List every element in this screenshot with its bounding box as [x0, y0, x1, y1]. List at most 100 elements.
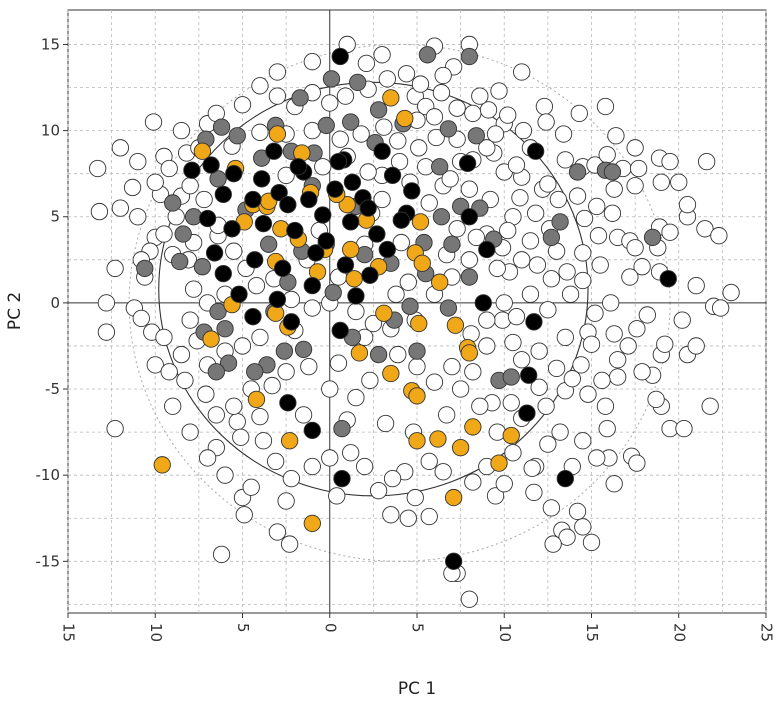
- data-point: [451, 380, 470, 398]
- data-point: [383, 469, 402, 488]
- data-point: [425, 108, 444, 126]
- data-point: [282, 313, 301, 331]
- data-point: [160, 159, 178, 178]
- data-point: [225, 165, 243, 183]
- data-point: [347, 302, 365, 321]
- data-point: [603, 204, 622, 222]
- data-point: [513, 351, 531, 369]
- x-axis-ticks: 15 10 5 0 5 10 15 20 25: [60, 613, 776, 642]
- data-point: [710, 227, 728, 245]
- data-point: [181, 311, 199, 329]
- data-point: [267, 452, 285, 471]
- data-point: [373, 142, 391, 160]
- data-point: [251, 407, 269, 426]
- data-point: [439, 120, 458, 138]
- data-point: [626, 139, 644, 157]
- data-point: [556, 469, 574, 488]
- data-point: [273, 259, 292, 278]
- data-point: [460, 251, 478, 269]
- data-point: [464, 363, 482, 381]
- data-point: [228, 127, 246, 145]
- data-point: [219, 354, 238, 372]
- data-point: [97, 294, 116, 312]
- data-point: [537, 113, 555, 131]
- data-point: [626, 239, 644, 257]
- data-point: [279, 394, 297, 412]
- data-point: [300, 357, 318, 376]
- data-point: [254, 214, 273, 233]
- data-point: [488, 259, 506, 278]
- data-point: [609, 351, 627, 369]
- data-points: [89, 35, 740, 608]
- data-point: [499, 221, 517, 240]
- data-point: [570, 104, 588, 123]
- data-point: [711, 299, 730, 317]
- data-point: [628, 320, 646, 338]
- data-point: [369, 482, 388, 500]
- x-tick-label: 5: [409, 623, 427, 633]
- y-tick-label: 5: [50, 208, 60, 226]
- data-point: [687, 337, 705, 355]
- data-point: [342, 240, 360, 259]
- data-point: [568, 187, 587, 205]
- data-point: [544, 535, 562, 553]
- data-point: [525, 483, 543, 502]
- data-point: [282, 469, 301, 488]
- data-point: [368, 225, 386, 243]
- x-tick-label: 15: [60, 623, 78, 642]
- data-point: [373, 46, 391, 64]
- data-point: [478, 311, 496, 329]
- data-point: [202, 156, 220, 174]
- data-point: [420, 507, 438, 526]
- data-point: [574, 432, 592, 450]
- data-point: [369, 101, 388, 119]
- data-point: [441, 170, 459, 188]
- data-point: [375, 304, 393, 322]
- data-point: [181, 423, 199, 441]
- data-point: [376, 414, 395, 433]
- data-point: [460, 208, 478, 226]
- data-point: [357, 54, 376, 73]
- data-point: [607, 127, 625, 145]
- data-point: [364, 314, 383, 333]
- data-point: [478, 139, 496, 157]
- data-point: [382, 506, 400, 524]
- data-point: [598, 420, 616, 438]
- data-point: [396, 109, 414, 128]
- data-point: [378, 70, 396, 88]
- data-point: [513, 63, 531, 81]
- data-point: [467, 127, 485, 145]
- data-point: [537, 397, 555, 415]
- data-point: [361, 266, 379, 284]
- data-point: [90, 202, 109, 221]
- data-point: [568, 502, 587, 521]
- data-point: [303, 53, 321, 71]
- data-point: [431, 158, 449, 176]
- data-point: [403, 182, 421, 200]
- data-point: [172, 345, 191, 364]
- data-point: [568, 163, 587, 181]
- data-point: [198, 209, 217, 228]
- data-point: [547, 359, 566, 378]
- data-point: [263, 376, 281, 395]
- data-point: [486, 487, 505, 505]
- data-point: [390, 152, 409, 171]
- data-point: [444, 488, 463, 507]
- data-point: [155, 328, 173, 346]
- data-point: [504, 444, 522, 462]
- data-point: [434, 66, 452, 85]
- data-point: [225, 242, 243, 260]
- data-point: [207, 363, 225, 381]
- data-point: [609, 368, 627, 386]
- data-point: [136, 259, 154, 278]
- data-point: [195, 190, 213, 209]
- x-tick-label: 10: [496, 623, 514, 642]
- data-point: [392, 233, 410, 252]
- data-point: [507, 156, 526, 174]
- data-point: [329, 152, 348, 171]
- data-point: [324, 283, 342, 302]
- data-point: [314, 206, 332, 224]
- data-point: [551, 423, 569, 441]
- data-point: [514, 121, 533, 140]
- data-point: [251, 123, 269, 141]
